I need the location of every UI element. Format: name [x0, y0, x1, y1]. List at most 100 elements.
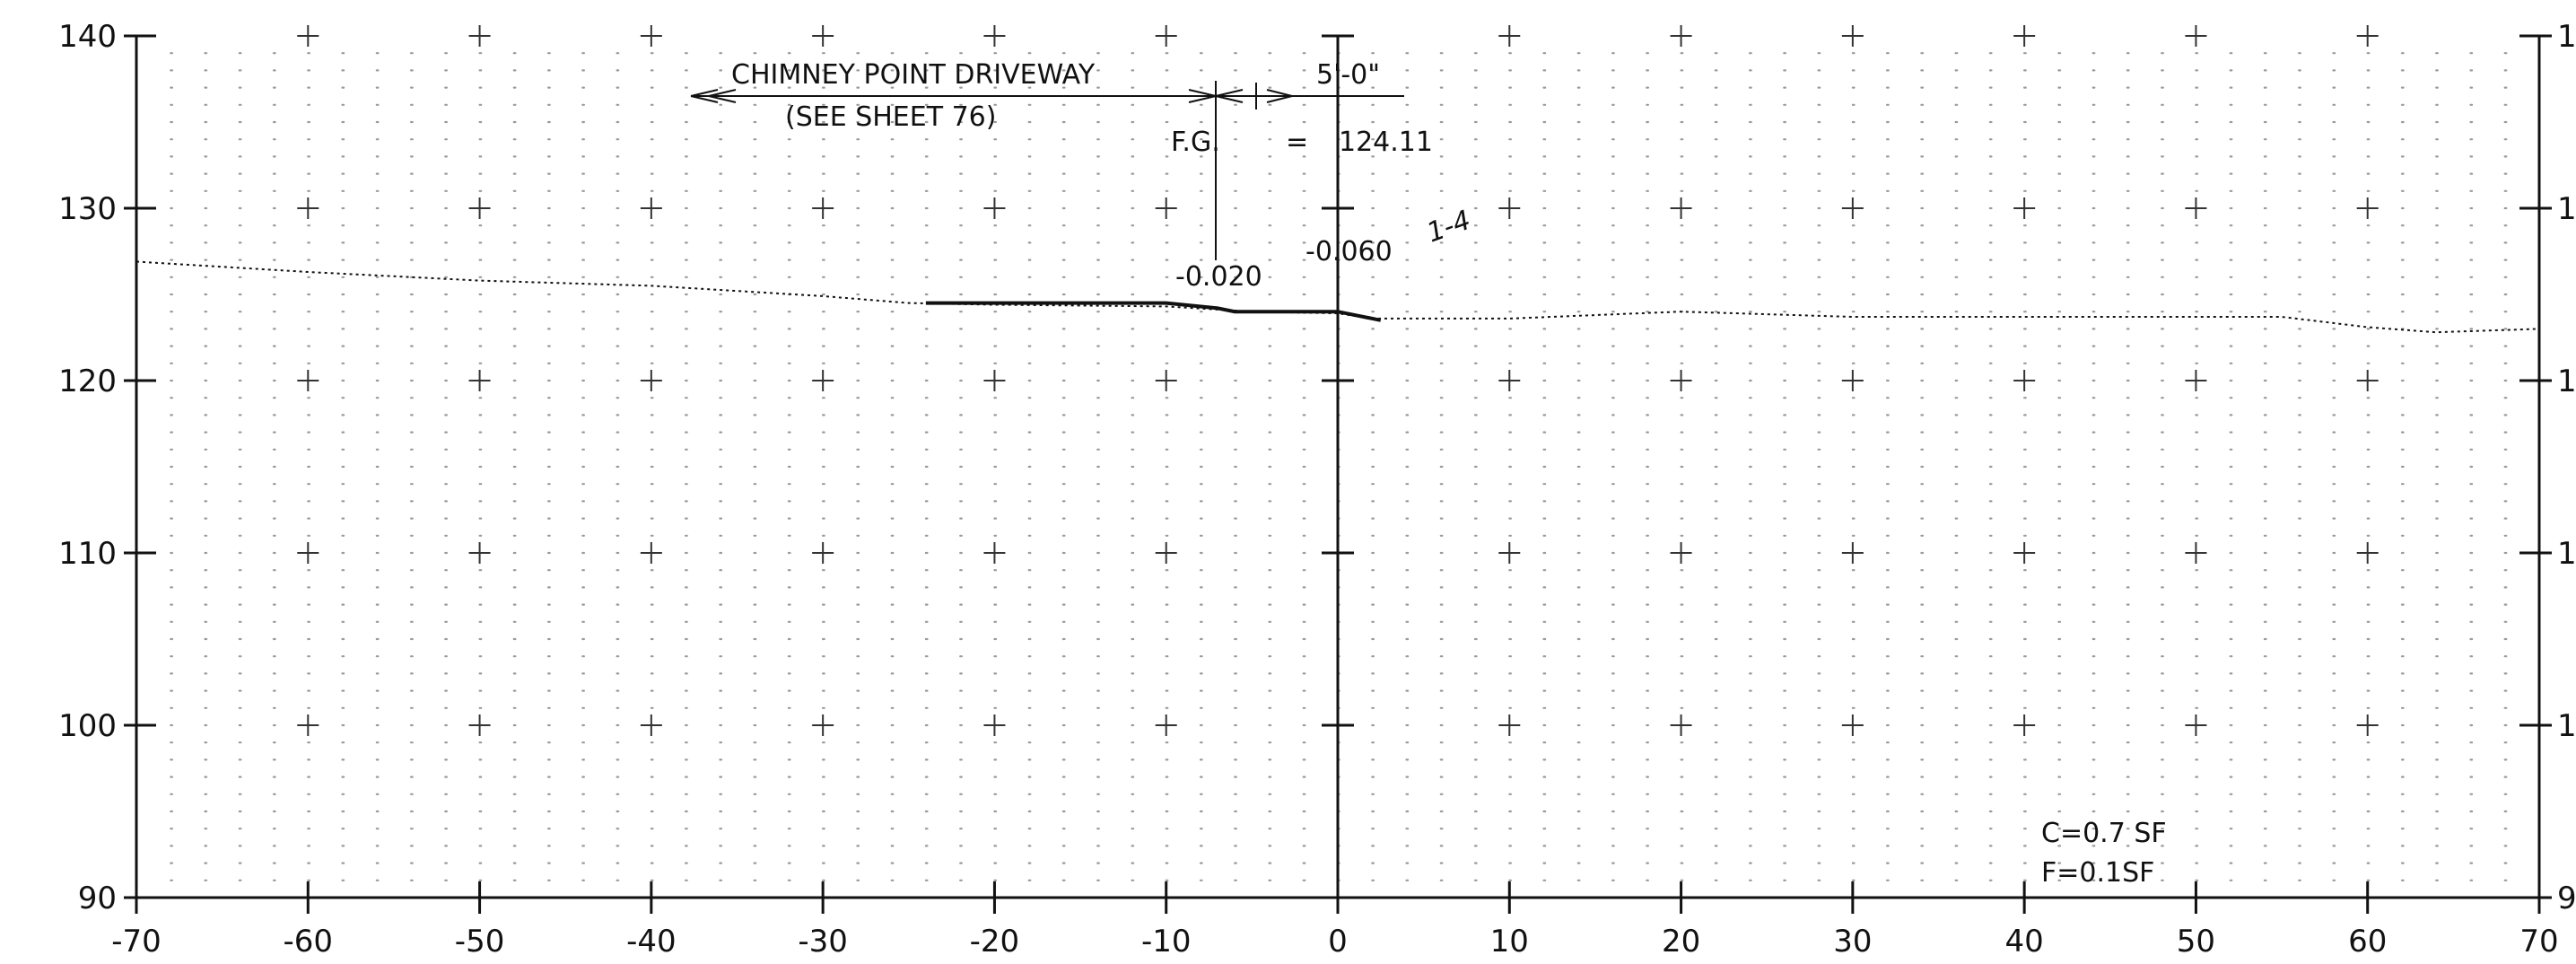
grid-plus	[1155, 370, 1177, 391]
y-tick-label-right: 130	[2557, 191, 2576, 227]
grid-plus	[640, 542, 662, 564]
y-tick-label-right: 100	[2557, 708, 2576, 744]
slope-right: -0.060	[1305, 236, 1393, 267]
fg-label: F.G.	[1171, 127, 1220, 158]
grid-plus	[1670, 714, 1692, 736]
grid-plus-marks	[297, 25, 2379, 736]
grid-plus	[1670, 370, 1692, 391]
slope-left: -0.020	[1175, 261, 1262, 293]
x-tick-label: -30	[798, 924, 848, 960]
offset-dimension: 5'-0"	[1316, 59, 1380, 91]
grid-plus	[1841, 542, 1864, 564]
y-tick-label-right: 90	[2557, 881, 2576, 916]
grid-plus	[2013, 370, 2036, 391]
grid-plus	[640, 25, 662, 47]
grid-plus	[468, 714, 491, 736]
grid-plus	[1498, 25, 1521, 47]
grid-plus	[2356, 370, 2379, 391]
grid-plus	[468, 197, 491, 219]
grid-plus	[1841, 370, 1864, 391]
grid-dots	[170, 52, 2508, 881]
dot-grid	[170, 52, 2508, 881]
grid-plus	[2185, 370, 2207, 391]
grid-plus	[2356, 25, 2379, 47]
grid-plus	[2185, 714, 2207, 736]
grid-plus	[812, 542, 834, 564]
x-tick-label: -10	[1141, 924, 1192, 960]
grid-plus	[640, 714, 662, 736]
grid-plus	[1155, 197, 1177, 219]
y-tick-label-left: 120	[58, 364, 117, 399]
y-tick-label-left: 110	[58, 536, 117, 572]
x-tick-label: 50	[2177, 924, 2215, 960]
grid-plus	[2356, 197, 2379, 219]
x-tick-labels: -70 -60 -50 -40 -30 -20 -10 0 10 20 30 40 50 60 70	[111, 924, 2558, 960]
offset-arrow-left	[1215, 89, 1244, 103]
y-tick-label-left: 140	[58, 19, 117, 55]
grid-plus	[983, 197, 1006, 219]
grid-plus	[297, 714, 319, 736]
grid-plus	[640, 197, 662, 219]
grid-plus	[1498, 714, 1521, 736]
driveway-callouts	[690, 81, 1404, 260]
y-tick-labels-left: 140 130 120 110 100 90	[58, 19, 117, 916]
x-tick-label: -50	[455, 924, 505, 960]
offset-arrow-right	[1266, 89, 1293, 103]
grid-plus	[983, 542, 1006, 564]
grid-plus	[297, 542, 319, 564]
grid-plus	[983, 25, 1006, 47]
x-tick-label: 70	[2519, 924, 2558, 960]
x-tick-label: -60	[284, 924, 334, 960]
grid-plus	[1498, 197, 1521, 219]
grid-plus	[1841, 197, 1864, 219]
x-tick-label: -20	[970, 924, 1020, 960]
y-tick-label-left: 90	[78, 881, 117, 916]
grid-plus	[812, 370, 834, 391]
grid-plus	[812, 25, 834, 47]
slope-handwritten: 1-4	[1423, 205, 1475, 250]
y-tick-label-left: 100	[58, 708, 117, 744]
grid-plus	[1670, 542, 1692, 564]
x-tick-label: 20	[1662, 924, 1700, 960]
fill-area: F=0.1SF	[2041, 857, 2154, 889]
finished-grade-line	[925, 301, 1382, 322]
grid-plus	[1841, 714, 1864, 736]
grid-plus	[2185, 25, 2207, 47]
grid-plus	[2356, 542, 2379, 564]
driveway-arrow-right	[1188, 89, 1217, 103]
cut-area: C=0.7 SF	[2041, 818, 2167, 849]
x-tick-label: 0	[1328, 924, 1348, 960]
grid-plus	[468, 370, 491, 391]
driveway-title: CHIMNEY POINT DRIVEWAY	[731, 59, 1096, 91]
grid-plus	[297, 197, 319, 219]
fg-value: 124.11	[1339, 127, 1433, 158]
grid-plus	[1155, 714, 1177, 736]
y-tick-label-right: 120	[2557, 364, 2576, 399]
x-tick-label: -40	[626, 924, 677, 960]
y-tick-labels-right: 140 130 120 110 100 90	[2557, 19, 2576, 916]
grid-plus	[468, 25, 491, 47]
grid-plus	[1155, 25, 1177, 47]
grid-plus	[812, 197, 834, 219]
driveway-arrow-left	[690, 89, 737, 103]
grid-plus	[2185, 197, 2207, 219]
grid-plus	[297, 25, 319, 47]
y-tick-label-right: 140	[2557, 19, 2576, 55]
grid-plus	[2013, 25, 2036, 47]
driveway-sheet-ref: (SEE SHEET 76)	[785, 101, 996, 133]
grid-plus	[297, 370, 319, 391]
x-tick-label: 60	[2348, 924, 2387, 960]
tick-marks	[124, 34, 2552, 914]
grid-plus	[2185, 542, 2207, 564]
x-tick-label: 10	[1490, 924, 1529, 960]
x-tick-label: 30	[1833, 924, 1872, 960]
grid-plus	[1670, 25, 1692, 47]
grid-plus	[983, 370, 1006, 391]
grid-plus	[468, 542, 491, 564]
grid-plus	[1498, 370, 1521, 391]
ground-profiles	[135, 260, 2540, 334]
axes	[135, 36, 2541, 899]
y-tick-label-left: 130	[58, 191, 117, 227]
grid-plus	[640, 370, 662, 391]
